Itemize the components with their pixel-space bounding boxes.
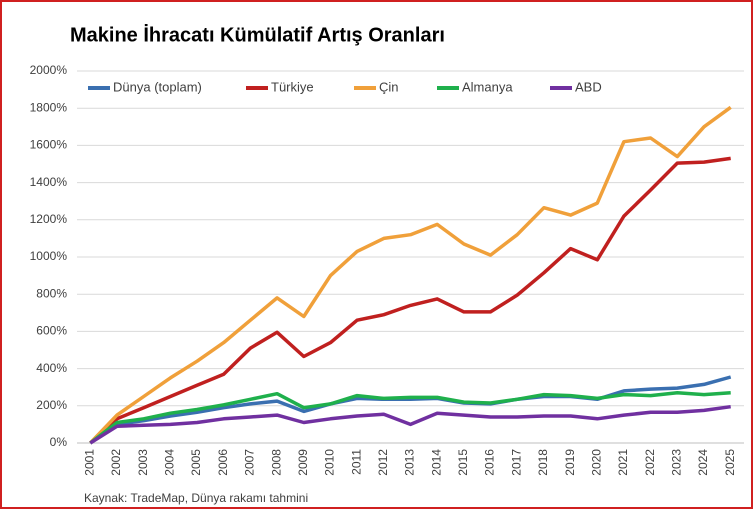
series-line <box>89 105 732 445</box>
series-line <box>89 156 731 445</box>
x-tick-label: 2017 <box>509 449 523 476</box>
y-tick-label: 400% <box>36 361 67 375</box>
series-line <box>89 375 732 445</box>
x-tick-label: 2025 <box>723 449 737 476</box>
x-tick-label: 2018 <box>536 449 550 476</box>
y-tick-label: 2000% <box>30 63 68 77</box>
x-tick-label: 2004 <box>163 449 177 476</box>
series-line <box>89 404 731 445</box>
x-tick-label: 2012 <box>376 449 390 476</box>
series-line <box>89 391 731 445</box>
x-tick-label: 2023 <box>669 449 683 476</box>
x-tick-label: 2003 <box>136 449 150 476</box>
legend-label: Türkiye <box>271 79 314 94</box>
legend-label: Almanya <box>462 79 513 94</box>
x-tick-label: 2006 <box>216 449 230 476</box>
y-tick-label: 1800% <box>30 100 68 114</box>
source: Kaynak: TradeMap, Dünya rakamı tahmini <box>84 491 308 505</box>
y-tick-label: 1400% <box>30 175 68 189</box>
legend-label: Dünya (toplam) <box>113 79 202 94</box>
x-tick-label: 2020 <box>589 449 603 476</box>
legend-label: Çin <box>379 79 399 94</box>
y-tick-label: 200% <box>36 398 67 412</box>
y-tick-label: 800% <box>36 286 67 300</box>
x-tick-label: 2002 <box>109 449 123 476</box>
x-tick-label: 2001 <box>83 449 97 476</box>
x-tick-label: 2005 <box>189 449 203 476</box>
x-tick-label: 2015 <box>456 449 470 476</box>
x-tick-label: 2024 <box>696 449 710 476</box>
legend-label: ABD <box>575 79 602 94</box>
x-tick-label: 2022 <box>643 449 657 476</box>
chart-title: Makine İhracatı Kümülatif Artış Oranları <box>70 23 445 46</box>
y-tick-label: 1000% <box>30 249 68 263</box>
y-tick-label: 600% <box>36 324 67 338</box>
x-tick-label: 2019 <box>563 449 577 476</box>
x-tick-label: 2016 <box>483 449 497 476</box>
x-tick-label: 2021 <box>616 449 630 476</box>
x-tick-label: 2014 <box>429 449 443 476</box>
x-tick-label: 2013 <box>403 449 417 476</box>
y-tick-label: 1600% <box>30 138 68 152</box>
x-tick-label: 2010 <box>323 449 337 476</box>
x-tick-label: 2007 <box>243 449 257 476</box>
x-tick-label: 2009 <box>296 449 310 476</box>
x-tick-label: 2008 <box>269 449 283 476</box>
y-tick-label: 0% <box>50 435 68 449</box>
y-tick-label: 1200% <box>30 212 68 226</box>
x-tick-label: 2011 <box>349 449 363 475</box>
